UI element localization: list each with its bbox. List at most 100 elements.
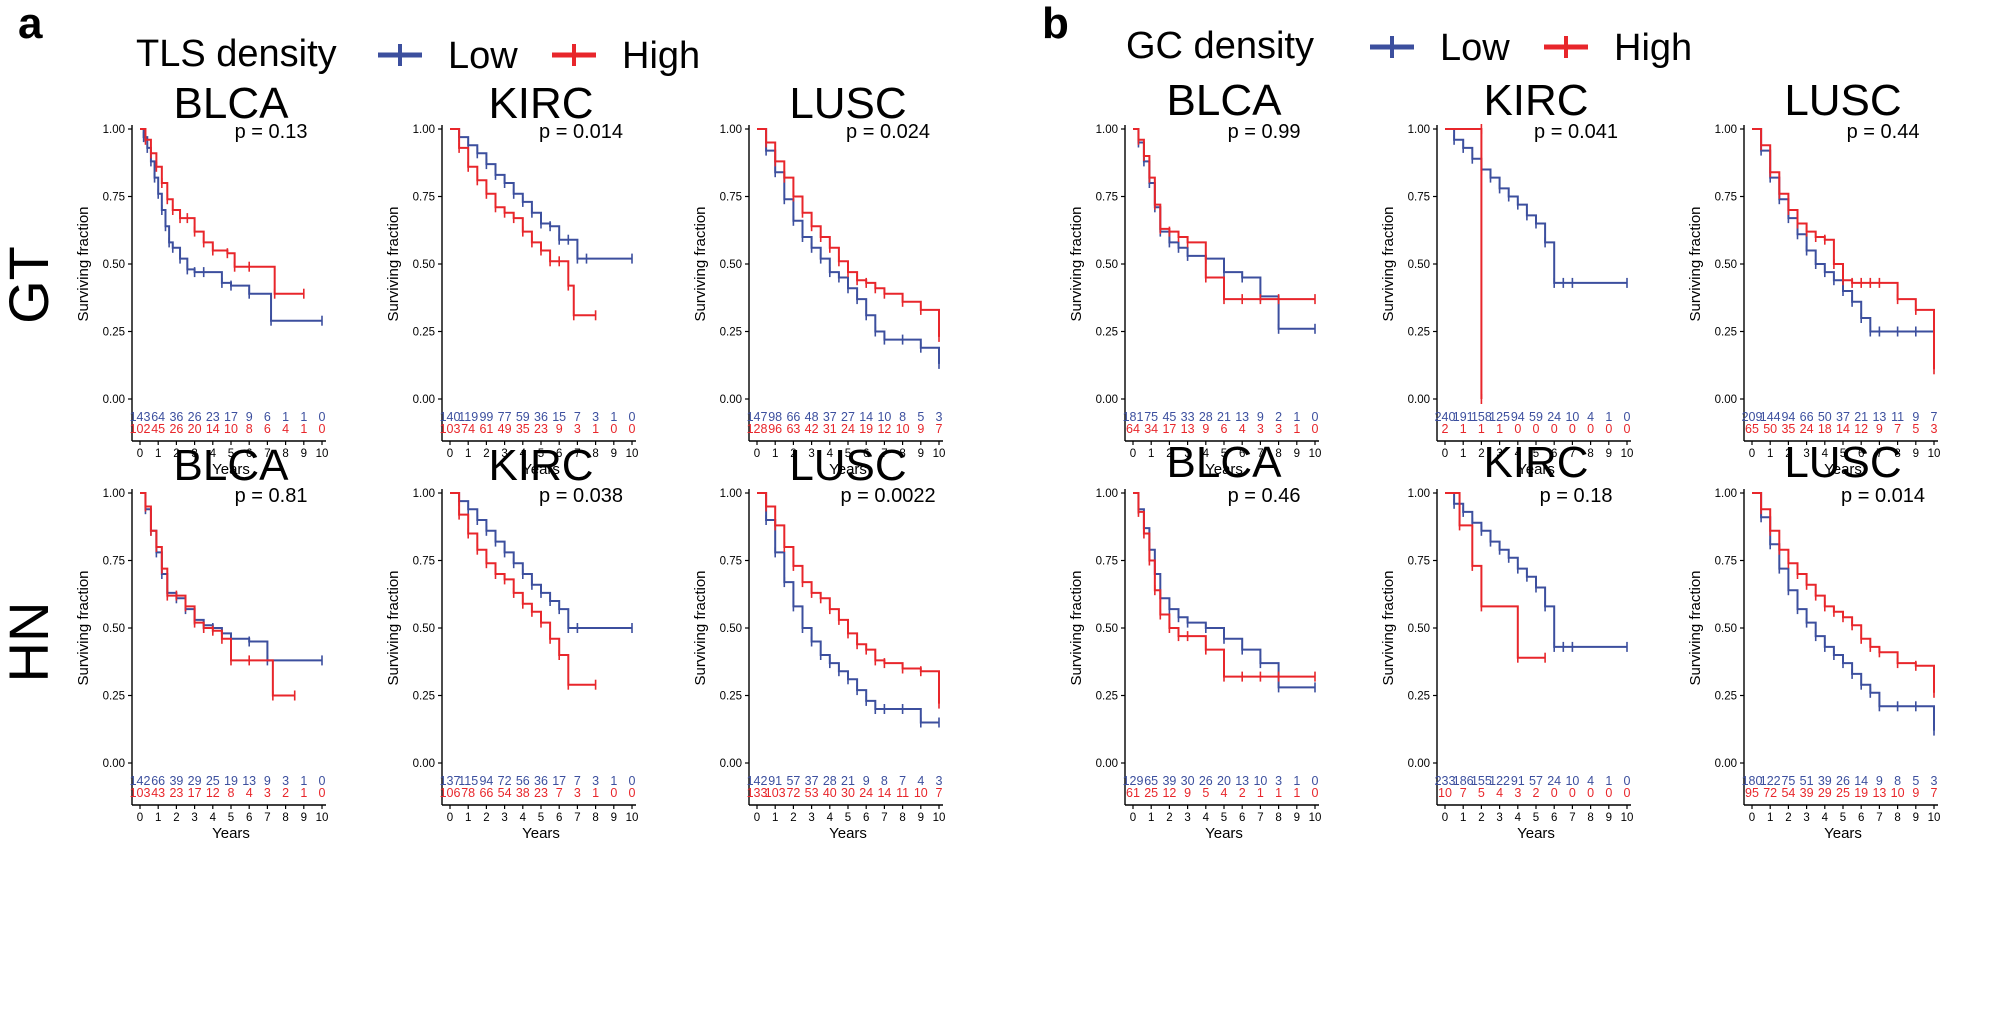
x-tick-label: 8: [282, 448, 288, 460]
x-tick-label: 2: [173, 812, 179, 824]
x-tick-label: 5: [228, 448, 234, 460]
risk-count-low: 140: [440, 410, 461, 424]
risk-count-high: 4: [1239, 422, 1246, 436]
x-tick-label: 2: [1478, 448, 1484, 460]
risk-count-low: 240: [1435, 410, 1456, 424]
risk-count-low: 186: [1453, 774, 1474, 788]
legend-high-label: High: [1614, 27, 1692, 69]
y-tick-label: 0.50: [103, 259, 125, 271]
y-tick-label: 0.75: [1715, 192, 1737, 204]
risk-count-low: 59: [516, 410, 530, 424]
risk-count-low: 50: [1818, 410, 1832, 424]
km-curve-high: [140, 128, 304, 295]
x-tick-label: 10: [933, 812, 946, 824]
x-tick-label: 0: [1442, 812, 1448, 824]
risk-count-high: 1: [1293, 422, 1300, 436]
x-tick-label: 0: [137, 812, 143, 824]
x-tick-label: 7: [574, 812, 580, 824]
x-tick-label: 0: [447, 448, 453, 460]
y-tick-label: 0.50: [1096, 623, 1118, 635]
risk-count-high: 0: [610, 422, 617, 436]
y-tick-label: 0.25: [103, 691, 125, 703]
x-tick-label: 0: [137, 448, 143, 460]
risk-count-high: 10: [1438, 786, 1452, 800]
risk-count-high: 96: [768, 422, 782, 436]
x-tick-label: 5: [1221, 812, 1227, 824]
risk-count-low: 1: [610, 774, 617, 788]
risk-count-high: 61: [479, 422, 493, 436]
y-tick-label: 1.00: [1715, 488, 1737, 500]
x-tick-label: 2: [1785, 812, 1791, 824]
x-tick-label: 8: [1587, 812, 1593, 824]
risk-count-high: 0: [1533, 422, 1540, 436]
risk-count-high: 5: [1202, 786, 1209, 800]
x-tick-label: 3: [1803, 812, 1809, 824]
risk-count-high: 103: [130, 786, 151, 800]
risk-count-low: 1: [1605, 774, 1612, 788]
x-tick-label: 5: [1840, 448, 1846, 460]
risk-count-low: 48: [805, 410, 819, 424]
risk-count-low: 3: [282, 774, 289, 788]
risk-count-low: 45: [1162, 410, 1176, 424]
p-value: p = 0.014: [1841, 485, 1925, 507]
y-tick-label: 1.00: [103, 488, 125, 500]
risk-count-low: 0: [319, 774, 326, 788]
risk-count-high: 65: [1745, 422, 1759, 436]
risk-count-high: 0: [319, 786, 326, 800]
y-tick-label: 0.25: [1408, 691, 1430, 703]
risk-count-low: 1: [1293, 410, 1300, 424]
risk-count-high: 39: [1800, 786, 1814, 800]
risk-count-low: 9: [1912, 410, 1919, 424]
risk-count-high: 3: [574, 786, 581, 800]
y-tick-label: 0.75: [413, 556, 435, 568]
x-tick-label: 5: [538, 812, 544, 824]
x-tick-label: 6: [863, 812, 869, 824]
y-axis-label: Surviving fraction: [1380, 570, 1397, 685]
x-tick-label: 1: [155, 812, 161, 824]
x-tick-label: 3: [191, 448, 197, 460]
legend-a: TLS density Low High: [136, 33, 700, 77]
panel-label-a: a: [18, 0, 43, 48]
x-tick-label: 6: [246, 812, 252, 824]
risk-count-high: 40: [823, 786, 837, 800]
risk-count-high: 25: [1144, 786, 1158, 800]
x-tick-label: 5: [1840, 812, 1846, 824]
risk-count-high: 9: [1184, 786, 1191, 800]
x-tick-label: 5: [1221, 448, 1227, 460]
risk-count-high: 10: [914, 786, 928, 800]
x-tick-label: 9: [1606, 448, 1612, 460]
x-tick-label: 2: [790, 448, 796, 460]
x-tick-label: 7: [264, 448, 270, 460]
risk-count-high: 31: [823, 422, 837, 436]
risk-count-low: 9: [863, 774, 870, 788]
x-tick-label: 10: [626, 812, 639, 824]
risk-count-high: 1: [1478, 422, 1485, 436]
risk-count-high: 103: [440, 422, 461, 436]
y-tick-label: 0.25: [1715, 691, 1737, 703]
p-value: p = 0.81: [235, 485, 308, 507]
risk-count-low: 21: [1854, 410, 1868, 424]
risk-count-high: 7: [936, 422, 943, 436]
risk-count-high: 7: [1931, 786, 1938, 800]
risk-count-high: 35: [516, 422, 530, 436]
plot-title: LUSC: [789, 79, 906, 128]
x-tick-label: 4: [1515, 812, 1522, 824]
risk-count-high: 0: [1624, 422, 1631, 436]
risk-count-high: 1: [592, 786, 599, 800]
risk-count-low: 181: [1123, 410, 1144, 424]
p-value: p = 0.024: [846, 121, 930, 143]
risk-count-high: 19: [1854, 786, 1868, 800]
risk-count-low: 13: [1235, 774, 1249, 788]
x-tick-label: 3: [808, 812, 814, 824]
risk-count-low: 30: [1181, 774, 1195, 788]
km-curve-high: [450, 128, 596, 317]
plot-title: LUSC: [1784, 76, 1901, 125]
risk-count-high: 4: [246, 786, 253, 800]
risk-count-high: 2: [1442, 422, 1449, 436]
x-tick-label: 5: [538, 448, 544, 460]
